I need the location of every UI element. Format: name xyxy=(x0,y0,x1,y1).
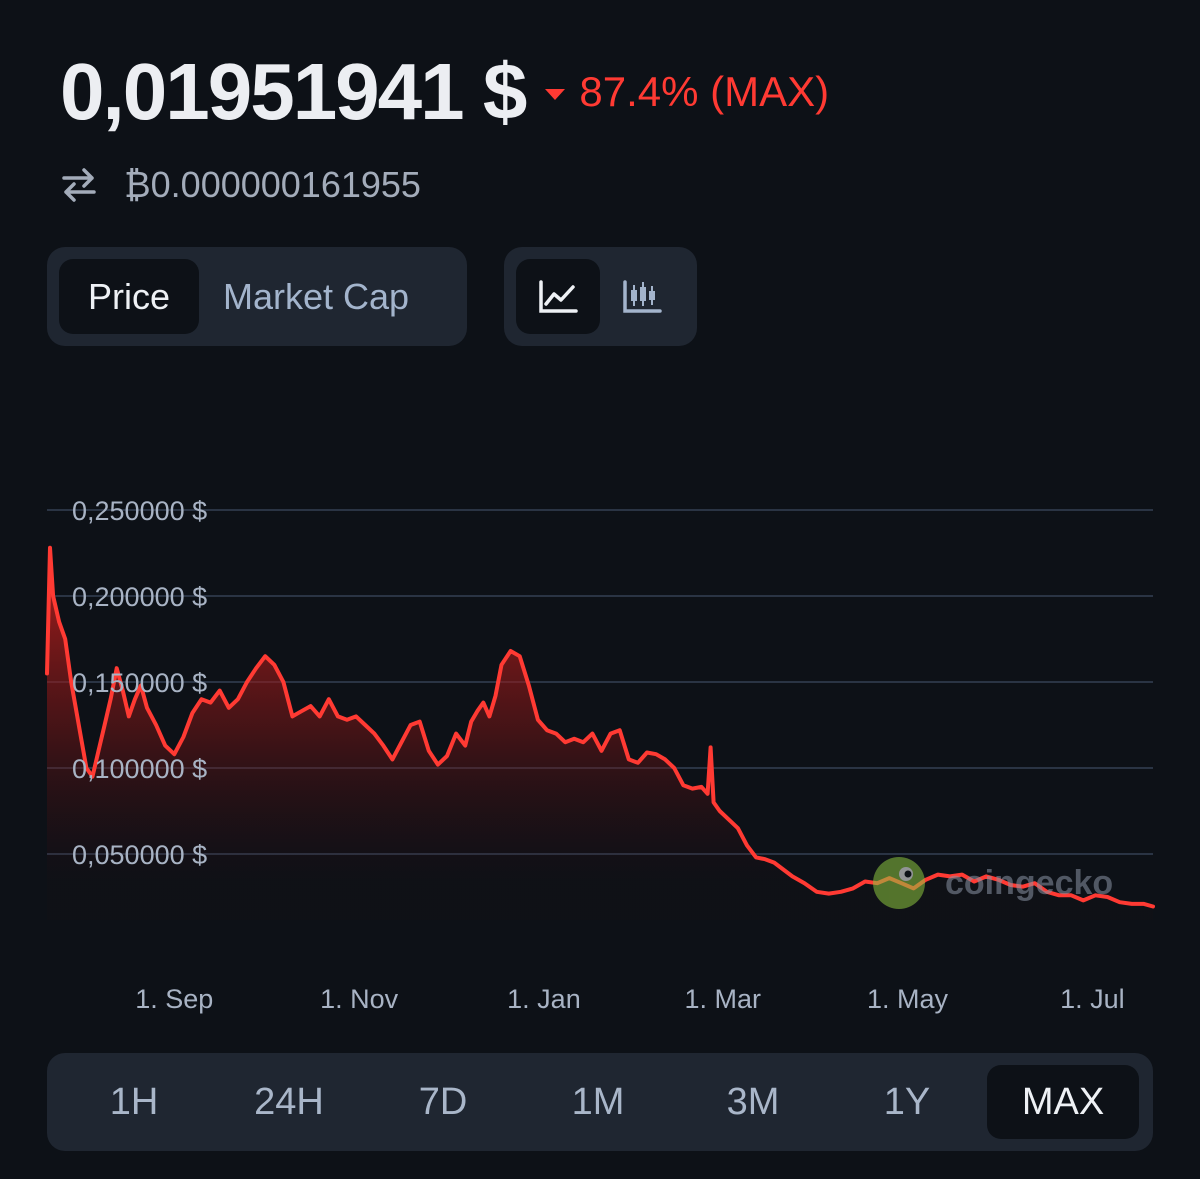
price-header: 0,01951941 $ 87.4% (MAX) xyxy=(60,52,829,132)
candlestick-icon xyxy=(623,279,662,313)
range-tab-max[interactable]: MAX xyxy=(987,1065,1139,1139)
y-tick-label: 0,050000 $ xyxy=(72,840,207,870)
x-tick-label: 1. May xyxy=(867,984,949,1014)
btc-conversion: ₿0.000000161955 xyxy=(60,164,421,206)
btc-price: ₿0.000000161955 xyxy=(124,164,421,205)
y-tick-label: 0,250000 $ xyxy=(72,496,207,526)
tab-price[interactable]: Price xyxy=(59,259,199,334)
price-area xyxy=(47,547,1153,920)
price-chart[interactable]: 0,250000 $ 0,200000 $ 0,150000 $ 0,100000 $… xyxy=(0,480,1200,1040)
range-tab-24h[interactable]: 24H xyxy=(254,1080,324,1123)
x-tick-label: 1. Jul xyxy=(1060,984,1125,1014)
tab-market-cap[interactable]: Market Cap xyxy=(223,275,410,317)
line-chart-icon xyxy=(539,279,578,313)
time-range-selector: 1H 24H 7D 1M 3M 1Y MAX xyxy=(47,1053,1153,1151)
y-tick-label: 0,200000 $ xyxy=(72,582,207,612)
coingecko-watermark: coingecko xyxy=(873,857,1113,909)
range-tab-1y[interactable]: 1Y xyxy=(883,1080,931,1123)
metric-toggle: Price Market Cap xyxy=(47,247,467,346)
range-tab-1m[interactable]: 1M xyxy=(571,1080,625,1123)
x-tick-label: 1. Jan xyxy=(507,984,581,1014)
price-change-value: 87.4% (MAX) xyxy=(579,68,830,115)
current-price: 0,01951941 $ xyxy=(60,47,527,136)
chart-type-toggle xyxy=(504,247,697,346)
swap-arrows-icon[interactable] xyxy=(60,166,98,204)
range-tab-7d[interactable]: 7D xyxy=(418,1080,468,1123)
watermark-text: coingecko xyxy=(945,864,1113,902)
range-tab-1h[interactable]: 1H xyxy=(109,1080,159,1123)
line-chart-button[interactable] xyxy=(516,259,600,334)
y-tick-label: 0,100000 $ xyxy=(72,754,207,784)
caret-down-icon xyxy=(545,88,566,100)
candlestick-button[interactable] xyxy=(600,259,684,334)
range-tab-3m[interactable]: 3M xyxy=(726,1080,780,1123)
gecko-logo xyxy=(873,857,925,909)
x-tick-label: 1. Mar xyxy=(684,984,761,1014)
gecko-pupil xyxy=(904,870,912,878)
x-tick-label: 1. Nov xyxy=(320,984,399,1014)
price-change: 87.4% (MAX) xyxy=(545,68,829,116)
x-tick-label: 1. Sep xyxy=(135,984,213,1014)
y-tick-label: 0,150000 $ xyxy=(72,668,207,698)
